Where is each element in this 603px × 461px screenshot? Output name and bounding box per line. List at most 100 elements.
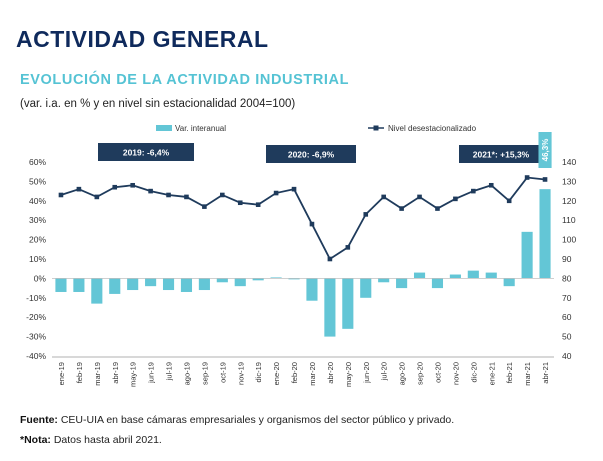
line-marker	[58, 192, 64, 198]
x-tick-label: mar-19	[93, 362, 102, 386]
bar	[342, 278, 354, 329]
bar	[55, 278, 67, 292]
line-marker	[453, 196, 458, 202]
x-tick-label: oct-20	[433, 362, 442, 383]
bar	[431, 278, 444, 289]
x-tick-label: feb-20	[290, 362, 299, 383]
chart: Var. interanual Nivel desestacionalizado -…	[26, 124, 576, 387]
line-marker	[273, 190, 279, 196]
line-marker	[506, 198, 512, 204]
bar	[360, 278, 372, 298]
x-tick-label: feb-19	[75, 362, 84, 383]
line-marker	[237, 200, 243, 206]
bar	[127, 278, 139, 291]
note-text: Datos hasta abril 2021.	[50, 434, 162, 446]
line-marker	[471, 188, 476, 194]
x-tick-label: jun-20	[362, 362, 371, 384]
line-marker	[417, 194, 422, 200]
y-left-tick-label: 10%	[29, 254, 46, 264]
x-tick-label: nov-19	[236, 362, 245, 385]
bar	[73, 278, 85, 292]
line-marker	[291, 186, 297, 192]
x-tick-label: ene-20	[272, 362, 281, 385]
line-marker	[309, 221, 315, 227]
x-tick-label: abr-20	[326, 362, 335, 384]
annotation-box	[459, 145, 543, 163]
line-marker	[202, 204, 207, 209]
y-right-tick-label: 50	[562, 332, 572, 342]
bar	[234, 278, 246, 287]
y-right-tick-label: 40	[562, 351, 572, 361]
y-left-tick-label: 50%	[29, 176, 46, 186]
line-marker	[345, 245, 351, 250]
y-left-tick-label: 20%	[29, 235, 46, 245]
y-right-tick-label: 130	[562, 176, 576, 186]
last-bar-label-bg	[538, 132, 552, 168]
y-right-tick-label: 140	[562, 157, 576, 167]
line-marker	[148, 188, 153, 194]
annotation-label: 2021*: +15,3%	[473, 150, 530, 160]
bar	[288, 278, 300, 280]
y-right-tick-label: 100	[562, 235, 576, 245]
x-tick-label: may-20	[344, 362, 353, 387]
last-bar-value-label: 46,3%	[541, 139, 550, 162]
x-tick-label: ago-20	[398, 362, 407, 385]
bar	[145, 278, 157, 287]
line-marker	[166, 192, 171, 198]
bar	[396, 278, 408, 289]
bar	[449, 274, 461, 279]
x-tick-label: ago-19	[182, 362, 191, 385]
line-marker	[76, 186, 82, 192]
x-tick-label: may-19	[129, 362, 138, 387]
bar	[413, 272, 426, 279]
y-right-tick-label: 90	[562, 254, 572, 264]
line-marker	[184, 194, 189, 200]
line-marker	[399, 206, 404, 211]
x-tick-label: sep-19	[200, 362, 209, 385]
y-right-tick-label: 110	[562, 215, 576, 225]
source-note: Fuente: CEU-UIA en base cámaras empresar…	[20, 414, 454, 426]
x-tick-label: feb-21	[505, 362, 514, 383]
chart-subtitle: EVOLUCIÓN DE LA ACTIVIDAD INDUSTRIAL	[20, 72, 350, 88]
bar	[180, 278, 193, 292]
x-tick-label: abr-19	[111, 362, 120, 384]
x-tick-label: oct-19	[218, 362, 227, 383]
x-tick-label: ene-19	[57, 362, 66, 385]
line-marker	[542, 177, 548, 182]
y-left-tick-label: -40%	[26, 351, 46, 361]
line-marker	[220, 192, 225, 198]
x-tick-label: jul-19	[165, 362, 174, 381]
page-title: ACTIVIDAD GENERAL	[16, 26, 269, 52]
x-tick-label: dic-20	[469, 362, 478, 382]
bar	[521, 231, 533, 279]
bar	[539, 189, 551, 279]
bar	[485, 272, 497, 279]
y-left-tick-label: -20%	[26, 312, 46, 322]
x-tick-label: jul-20	[380, 362, 389, 381]
bar	[270, 277, 282, 279]
y-right-tick-label: 70	[562, 293, 572, 303]
x-tick-label: mar-20	[308, 362, 317, 386]
line-marker	[94, 194, 100, 200]
data-note: *Nota: Datos hasta abril 2021.	[20, 434, 162, 446]
line-marker	[524, 175, 530, 180]
note-label: *Nota:	[20, 434, 51, 446]
y-left-tick-label: 40%	[29, 196, 46, 206]
line-marker	[327, 256, 333, 262]
annotation-box	[98, 143, 194, 161]
legend-swatch-bars	[156, 125, 172, 131]
y-right-tick-label: 80	[562, 273, 572, 283]
bar	[324, 278, 336, 337]
y-right-tick-label: 120	[562, 196, 576, 206]
y-left-tick-label: -30%	[26, 332, 46, 342]
bar	[306, 278, 318, 301]
line-marker	[255, 202, 261, 207]
bar	[378, 278, 390, 283]
legend-label-bars: Var. interanual	[175, 124, 226, 133]
line-marker	[363, 212, 369, 217]
y-left-tick-label: 0%	[34, 273, 47, 283]
y-left-tick-label: 60%	[29, 157, 46, 167]
line-marker	[488, 182, 494, 188]
line-marker	[381, 194, 386, 200]
x-tick-label: sep-20	[416, 362, 425, 385]
